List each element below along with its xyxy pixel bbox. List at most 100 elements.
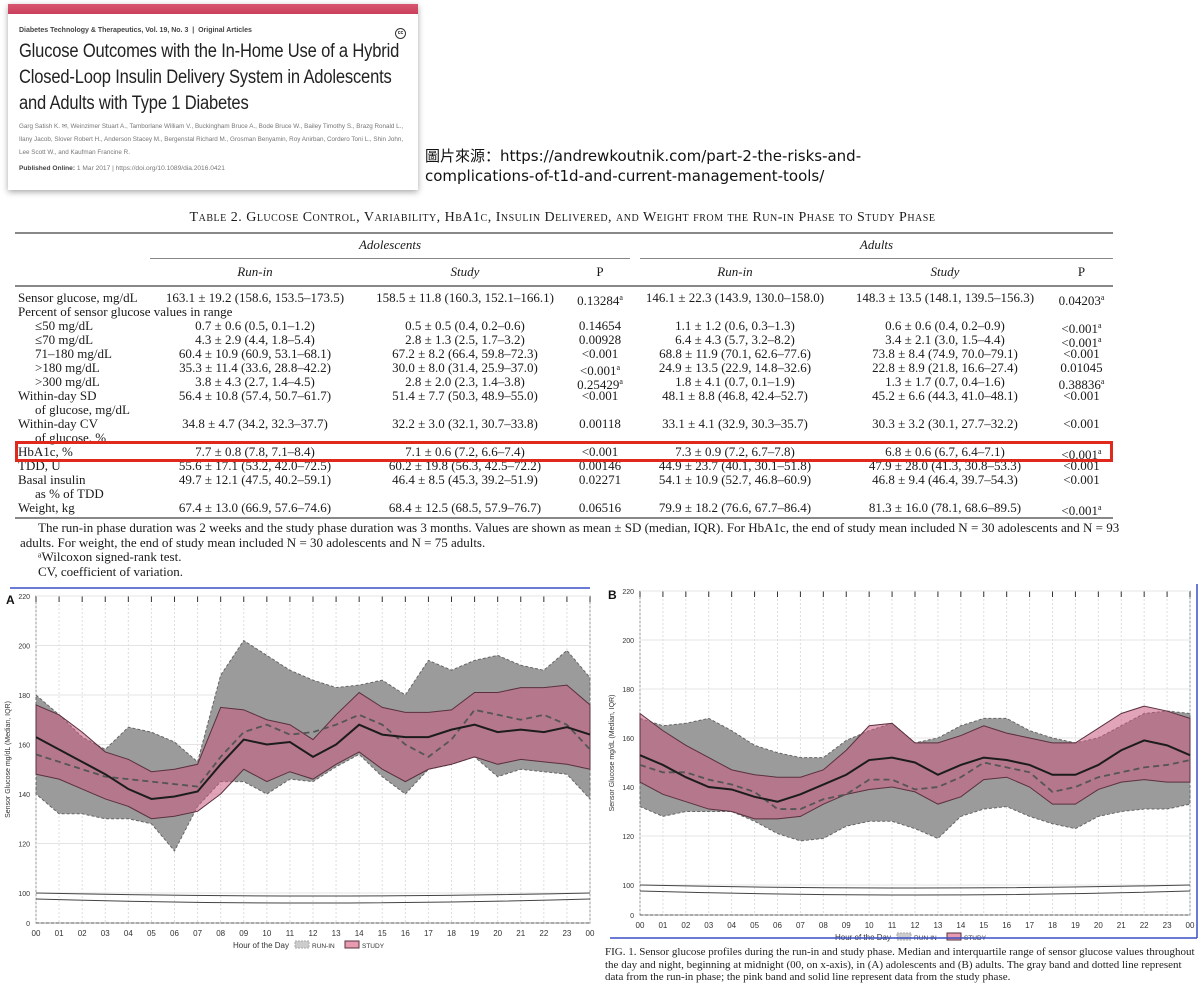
article-title: Glucose Outcomes with the In-Home Use of…: [19, 41, 400, 114]
x-tick-label: 06: [170, 929, 179, 938]
x-tick-label: 01: [658, 921, 667, 930]
cell-text: 1.1 ± 1.2 (0.6, 0.3–1.3): [675, 318, 795, 333]
cell-text: 0.02271: [578, 472, 622, 487]
row-label: Percent of sensor glucose values in rang…: [18, 304, 233, 319]
x-tick-label: 00: [636, 921, 645, 930]
table-row: of glucose, mg/dL: [15, 403, 1113, 417]
x-tick-label: 02: [681, 921, 690, 930]
legend-study-swatch: [344, 940, 360, 949]
footnote-marker: a: [1100, 377, 1105, 386]
cell-text: 0.13284: [577, 293, 620, 308]
legend-runin-swatch: [294, 940, 310, 949]
x-tick-label: 21: [1117, 921, 1126, 930]
x-tick-label: 03: [704, 921, 713, 930]
value-cell: 3.4 ± 2.1 (3.0, 1.5–4.4): [840, 333, 1050, 347]
cell-text: 4.3 ± 2.9 (4.4, 1.8–5.4): [195, 332, 315, 347]
published-label: Published Online:: [19, 165, 76, 172]
value-cell: 79.9 ± 18.2 (76.6, 67.7–86.4): [630, 501, 840, 515]
x-tick-label: 12: [309, 929, 318, 938]
y-tick-label: 120: [622, 834, 634, 841]
row-label: >300 mg/dL: [35, 374, 100, 389]
study-median-line: [35, 723, 591, 800]
value-cell: 24.9 ± 13.5 (22.9, 14.8–32.6): [630, 361, 840, 375]
cell-text: <0.001: [1063, 388, 1100, 403]
x-tick-label: 14: [956, 921, 965, 930]
cell-text: 32.2 ± 3.0 (32.1, 30.7–33.8): [392, 416, 538, 431]
value-cell: 30.3 ± 3.2 (30.1, 27.7–32.2): [840, 417, 1050, 431]
x-tick-label: 00: [32, 929, 41, 938]
col-header: P: [1077, 264, 1086, 279]
x-tick-label: 18: [1048, 921, 1057, 930]
x-tick-label: 06: [773, 921, 782, 930]
table-row: ≤70 mg/dL 4.3 ± 2.9 (4.4, 1.8–5.4) 2.8 ± 1…: [15, 332, 1113, 350]
cell-text: <0.001: [1063, 458, 1100, 473]
author-list[interactable]: Garg Satish K. ✉, Weinzimer Stuart A., T…: [19, 123, 404, 156]
value-cell: 55.6 ± 17.1 (53.2, 42.0–72.5): [150, 459, 360, 473]
value-cell: 0.5 ± 0.5 (0.4, 0.2–0.6): [360, 319, 570, 333]
figure-caption: FIG. 1. Sensor glucose profiles during t…: [605, 946, 1195, 983]
cell-text: <0.001: [581, 444, 619, 459]
cell-text: 7.3 ± 0.9 (7.2, 6.7–7.8): [675, 444, 795, 459]
cell-text: <0.001: [1063, 416, 1100, 431]
table-row: Percent of sensor glucose values in rang…: [15, 305, 1113, 319]
y-tick-label: 100: [18, 891, 30, 898]
y-tick-label: 200: [622, 638, 634, 645]
group-adolescents: Adolescents: [358, 237, 422, 252]
col-header: Study: [450, 264, 480, 279]
cell-text: 47.9 ± 28.0 (41.3, 30.8–53.3): [868, 458, 1022, 473]
table-row: of glucose, %: [15, 431, 1113, 445]
value-cell: 68.4 ± 12.5 (68.5, 57.9–76.7): [360, 501, 570, 515]
x-tick-label: 07: [193, 929, 202, 938]
cell-text: <0.001: [1061, 503, 1099, 518]
row-label: of glucose, %: [35, 430, 107, 445]
x-axis-title: Hour of the Day: [233, 941, 289, 950]
section-link[interactable]: Original Articles: [198, 27, 252, 34]
cell-text: 45.2 ± 6.6 (44.3, 41.0–48.1): [872, 388, 1018, 403]
cell-text: 67.2 ± 8.2 (66.4, 59.8–72.3): [392, 346, 538, 361]
row-label: ≤50 mg/dL: [35, 318, 94, 333]
p-value-cell: <0.001a: [570, 361, 630, 378]
y-tick-label: 100: [622, 883, 634, 890]
row-label: Within-day CV: [18, 416, 98, 431]
y-tick-label: 0: [630, 913, 634, 920]
x-tick-label: 08: [819, 921, 828, 930]
p-value-cell: <0.001a: [1050, 319, 1113, 336]
row-label: Weight, kg: [18, 500, 75, 515]
col-header: P: [596, 264, 604, 279]
cell-text: 0.38836: [1058, 377, 1101, 392]
p-value-cell: <0.001: [570, 347, 630, 361]
footnote-marker: a: [616, 363, 621, 372]
x-tick-label: 10: [262, 929, 271, 938]
published-value[interactable]: 1 Mar 2017 | https://doi.org/10.1089/dia…: [76, 165, 225, 172]
x-tick-label: 01: [55, 929, 64, 938]
cell-text: 158.5 ± 11.8 (160.3, 152.1–166.1): [376, 290, 554, 305]
value-cell: 1.1 ± 1.2 (0.6, 0.3–1.3): [630, 319, 840, 333]
p-value-cell: 0.25429a: [570, 375, 630, 392]
row-label: HbA1c, %: [18, 444, 73, 459]
value-cell: 1.8 ± 4.1 (0.7, 0.1–1.9): [630, 375, 840, 389]
x-tick-label: 08: [216, 929, 225, 938]
value-cell: 148.3 ± 13.5 (148.1, 139.5–156.3): [840, 291, 1050, 305]
x-tick-label: 20: [1094, 921, 1103, 930]
cell-text: 163.1 ± 19.2 (158.6, 153.5–173.5): [165, 290, 345, 305]
row-label: Sensor glucose, mg/dL: [18, 290, 138, 305]
p-value-cell: <0.001: [570, 445, 630, 459]
y-axis-title: Sensor Glucose mg/dL (Median, IQR): [609, 695, 616, 812]
x-tick-label: 13: [332, 929, 341, 938]
value-cell: 33.1 ± 4.1 (32.9, 30.3–35.7): [630, 417, 840, 431]
table-row: as % of TDD: [15, 487, 1113, 501]
journal-name: Diabetes Technology & Therapeutics, Vol.…: [19, 27, 189, 34]
legend-runin-label: RUN-IN: [312, 943, 335, 950]
axis-break-curve: [639, 890, 1191, 896]
col-header: Run-in: [717, 264, 753, 279]
cell-text: 55.6 ± 17.1 (53.2, 42.0–72.5): [178, 458, 332, 473]
value-cell: 0.6 ± 0.6 (0.4, 0.2–0.9): [840, 319, 1050, 333]
footnote-cv: CV, coefficient of variation.: [38, 563, 184, 579]
cell-text: 68.4 ± 12.5 (68.5, 57.9–76.7): [388, 500, 542, 515]
cell-text: 81.3 ± 16.0 (78.1, 68.6–89.5): [868, 500, 1022, 515]
x-tick-label: 05: [750, 921, 759, 930]
legend-study-label: STUDY: [362, 943, 385, 950]
header-rule: [15, 285, 1113, 287]
value-cell: 73.8 ± 8.4 (74.9, 70.0–79.1): [840, 347, 1050, 361]
cell-text: 56.4 ± 10.8 (57.4, 50.7–61.7): [178, 388, 332, 403]
